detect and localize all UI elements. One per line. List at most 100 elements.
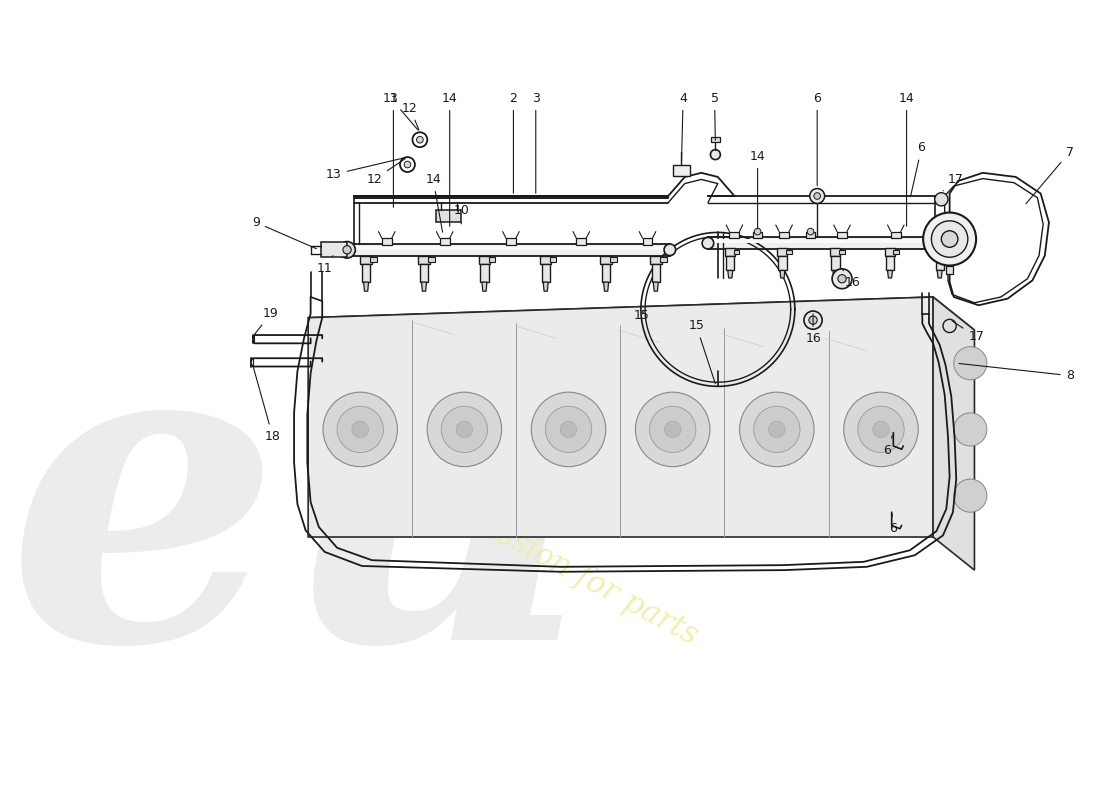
Bar	[320, 242, 346, 258]
Polygon shape	[308, 297, 933, 537]
Circle shape	[954, 479, 987, 512]
Text: 10: 10	[453, 203, 470, 224]
Bar	[420, 264, 428, 282]
Polygon shape	[308, 297, 975, 350]
Circle shape	[935, 193, 948, 206]
Polygon shape	[833, 270, 838, 278]
Bar	[754, 231, 761, 238]
Circle shape	[711, 150, 720, 159]
Circle shape	[923, 213, 976, 266]
Bar	[478, 255, 491, 264]
Polygon shape	[653, 282, 658, 291]
Circle shape	[531, 392, 606, 466]
Bar	[651, 264, 660, 282]
Bar	[660, 258, 667, 262]
Bar	[935, 248, 945, 255]
Bar	[481, 264, 488, 282]
Text: 13: 13	[326, 158, 405, 181]
Bar	[428, 258, 435, 262]
Bar	[946, 266, 953, 274]
Bar	[785, 250, 792, 254]
Text: 7: 7	[1026, 146, 1074, 204]
Bar	[382, 238, 392, 245]
Bar	[440, 238, 450, 245]
Bar	[710, 239, 933, 243]
Text: eu: eu	[7, 312, 593, 730]
Bar	[362, 264, 371, 282]
Circle shape	[339, 242, 355, 258]
Bar	[886, 255, 894, 270]
Polygon shape	[728, 270, 733, 278]
Text: 14: 14	[750, 150, 766, 229]
Bar	[346, 244, 670, 255]
Bar	[832, 255, 839, 270]
Bar	[712, 138, 719, 142]
Polygon shape	[604, 282, 608, 291]
Bar	[725, 248, 735, 255]
Bar	[540, 255, 551, 264]
Text: 15: 15	[689, 319, 715, 384]
Text: 1085: 1085	[773, 350, 944, 476]
Polygon shape	[937, 270, 943, 278]
Circle shape	[808, 316, 817, 324]
Circle shape	[323, 392, 397, 466]
Text: 12: 12	[403, 102, 419, 130]
Text: 12: 12	[366, 158, 405, 186]
Circle shape	[942, 230, 958, 247]
Bar	[673, 165, 690, 176]
Text: 19: 19	[254, 307, 278, 334]
Text: 6: 6	[883, 435, 892, 457]
Circle shape	[755, 228, 761, 235]
Bar	[361, 255, 372, 264]
Text: 14: 14	[426, 173, 442, 232]
Bar	[602, 264, 610, 282]
Circle shape	[954, 346, 987, 380]
Bar	[541, 264, 550, 282]
Bar	[734, 250, 739, 254]
Bar	[806, 231, 815, 238]
Bar	[349, 246, 668, 250]
Circle shape	[636, 392, 710, 466]
Bar	[650, 255, 661, 264]
Bar	[708, 238, 935, 249]
Circle shape	[754, 406, 800, 453]
Text: 16: 16	[842, 269, 860, 289]
Circle shape	[872, 421, 889, 438]
Text: 18: 18	[253, 367, 280, 442]
Bar	[610, 258, 617, 262]
Bar	[837, 231, 847, 238]
Polygon shape	[482, 282, 487, 291]
Bar	[371, 258, 377, 262]
Bar	[418, 255, 430, 264]
Text: 9: 9	[252, 216, 317, 249]
Circle shape	[664, 244, 675, 255]
Text: 11: 11	[317, 255, 333, 274]
Circle shape	[352, 421, 368, 438]
Bar	[891, 231, 901, 238]
Text: 5: 5	[711, 92, 718, 140]
Text: 17: 17	[944, 173, 964, 190]
Text: 6: 6	[911, 142, 925, 197]
Circle shape	[441, 406, 487, 453]
Bar	[726, 255, 735, 270]
Circle shape	[456, 421, 473, 438]
Circle shape	[838, 274, 846, 283]
Circle shape	[560, 421, 576, 438]
Text: 14: 14	[442, 92, 458, 226]
Circle shape	[404, 162, 410, 168]
Bar	[779, 231, 789, 238]
Text: 16: 16	[805, 314, 821, 345]
Bar	[943, 250, 949, 254]
Text: 17: 17	[952, 321, 984, 343]
Circle shape	[337, 406, 384, 453]
Text: 15: 15	[634, 309, 650, 322]
Polygon shape	[364, 282, 368, 291]
Text: a passion for parts: a passion for parts	[434, 489, 704, 651]
Bar	[601, 255, 612, 264]
Circle shape	[943, 319, 956, 333]
Polygon shape	[780, 270, 785, 278]
Polygon shape	[543, 282, 548, 291]
Circle shape	[702, 238, 714, 249]
Text: 14: 14	[899, 92, 914, 226]
Circle shape	[427, 392, 502, 466]
